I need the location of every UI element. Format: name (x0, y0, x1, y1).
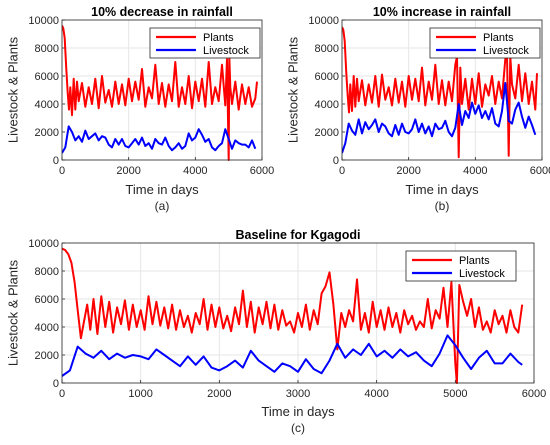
x-tick-label: 0 (59, 165, 65, 177)
chart-a: 0 2000 4000 6000 8000 10000 0 2000 4000 6000 Plant… (5, 5, 274, 213)
series-line-livestock (62, 125, 257, 154)
y-tick-label: 8000 (35, 43, 59, 55)
x-tick-label: 4000 (183, 165, 207, 177)
y-tick-label: 8000 (35, 266, 59, 278)
x-tick-label: 2000 (207, 388, 231, 400)
y-tick-label: 0 (53, 378, 59, 390)
y-tick-label: 4000 (315, 99, 339, 111)
legend-label-plants: Plants (203, 32, 234, 44)
y-tick-label: 4000 (35, 322, 59, 334)
panel-caption: (b) (435, 199, 450, 213)
y-axis-label: Livestock & Plants (5, 36, 20, 143)
y-tick-label: 2000 (35, 127, 59, 139)
y-tick-label: 10000 (28, 15, 59, 27)
x-axis-label: Time in days (125, 182, 199, 197)
y-tick-label: 6000 (315, 71, 339, 83)
chart-title: 10% increase in rainfall (373, 5, 511, 19)
y-tick-label: 0 (53, 155, 59, 167)
series-line-plants (62, 247, 524, 384)
y-tick-label: 2000 (35, 350, 59, 362)
series-line-livestock (342, 82, 537, 154)
chart-b: 0 2000 4000 6000 8000 10000 0 2000 4000 6000 Plant… (285, 5, 550, 213)
chart-title: Baseline for Kgagodi (235, 228, 360, 242)
x-tick-label: 0 (339, 165, 345, 177)
chart-c: 0 2000 4000 6000 8000 10000 0 1000 2000 3000 4000 5… (5, 228, 546, 435)
series-line-livestock (62, 334, 523, 377)
legend-label-livestock: Livestock (459, 268, 505, 280)
legend-box (405, 250, 517, 282)
series-line-plants (62, 25, 258, 161)
x-tick-label: 3000 (286, 388, 310, 400)
x-tick-label: 6000 (522, 388, 546, 400)
x-tick-label: 4000 (463, 165, 487, 177)
y-tick-label: 6000 (35, 294, 59, 306)
x-tick-label: 5000 (443, 388, 467, 400)
panel-caption: (a) (155, 199, 170, 213)
panel-caption: (c) (291, 421, 305, 435)
legend-label-plants: Plants (483, 32, 514, 44)
legend-box (149, 27, 261, 59)
x-tick-label: 1000 (128, 388, 152, 400)
y-tick-label: 6000 (35, 71, 59, 83)
x-axis-label: Time in days (405, 182, 479, 197)
legend-label-plants: Plants (459, 255, 490, 267)
axes-box (341, 19, 543, 161)
legend-label-livestock: Livestock (483, 45, 529, 57)
x-tick-label: 2000 (116, 165, 140, 177)
axes-box (61, 19, 263, 161)
axes-box (61, 242, 535, 384)
y-axis-label: Livestock & Plants (5, 259, 20, 366)
chart-title: 10% decrease in rainfall (91, 5, 233, 19)
y-tick-label: 10000 (28, 238, 59, 250)
x-tick-label: 0 (59, 388, 65, 400)
legend-label-livestock: Livestock (203, 45, 249, 57)
x-axis-label: Time in days (261, 404, 335, 419)
y-tick-label: 4000 (35, 99, 59, 111)
x-tick-label: 6000 (530, 165, 550, 177)
y-tick-label: 8000 (315, 43, 339, 55)
x-tick-label: 4000 (364, 388, 388, 400)
y-tick-label: 0 (333, 155, 339, 167)
y-tick-label: 2000 (315, 127, 339, 139)
y-axis-label: Livestock & Plants (285, 36, 300, 143)
y-tick-label: 10000 (308, 15, 339, 27)
legend-box (429, 27, 541, 59)
x-tick-label: 2000 (396, 165, 420, 177)
x-tick-label: 6000 (250, 165, 274, 177)
